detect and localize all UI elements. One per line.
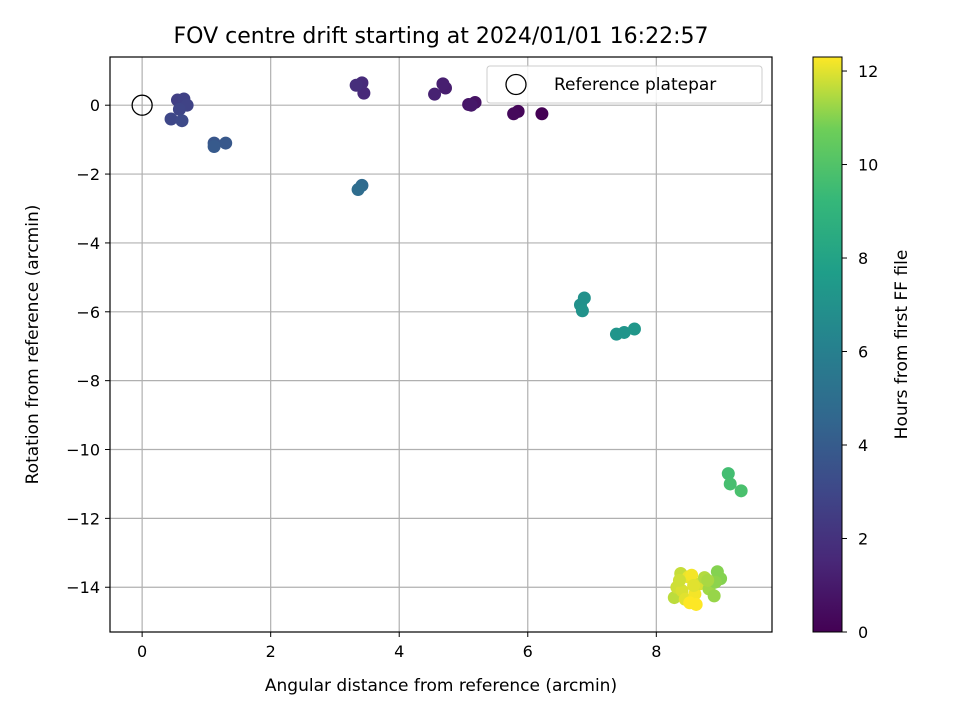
data-point [507,107,521,121]
data-point [351,183,365,197]
data-point [436,77,450,91]
data-point [535,107,549,121]
colorbar-tick-label: 2 [858,530,868,549]
grid [110,57,772,632]
x-tick-label: 2 [266,642,276,661]
y-tick-label: 0 [90,96,100,115]
colorbar-tick-label: 10 [858,156,878,175]
data-point [721,467,735,481]
legend-box [486,65,763,104]
colorbar-frame [812,56,843,633]
y-tick-label: −12 [66,509,100,528]
data-point [464,98,478,112]
y-tick-label: −4 [76,234,100,253]
plot-frame [109,56,773,633]
data-point [575,304,589,318]
data-point [672,573,686,587]
y-tick-label: −10 [66,441,100,460]
y-axis-ticks: 0 −2 −4 −6 −8 −10 −12 −14 [66,96,110,597]
x-tick-label: 6 [523,642,533,661]
data-point [685,568,699,582]
data-point [172,102,186,116]
x-tick-label: 0 [137,642,147,661]
data-point [707,589,721,603]
colorbar: 0 2 4 6 8 10 12 Hours from first FF file [812,56,912,642]
data-point [734,484,748,498]
data-point [701,573,715,587]
reference-marker [131,94,153,116]
data-point [687,579,701,593]
y-axis-label: Rotation from reference (arcmin) [23,205,43,485]
data-point [617,325,631,339]
colorbar-ticks: 0 2 4 6 8 10 12 [842,62,878,642]
data-point [689,597,703,611]
data-point [175,114,189,128]
data-point [627,322,641,336]
data-points [164,76,748,611]
y-tick-label: −14 [66,578,100,597]
data-point [428,87,442,101]
data-point [349,78,363,92]
data-point [219,136,233,150]
y-tick-label: −2 [76,165,100,184]
data-point [164,112,178,126]
data-point [723,477,737,491]
y-tick-label: −8 [76,372,100,391]
data-point [207,140,221,154]
chart-title: FOV centre drift starting at 2024/01/01 … [174,24,709,49]
legend: Reference platepar [486,65,763,104]
x-axis-label: Angular distance from reference (arcmin) [265,676,617,696]
colorbar-tick-label: 4 [858,436,868,455]
legend-label: Reference platepar [554,75,716,95]
colorbar-tick-label: 6 [858,343,868,362]
colorbar-gradient [813,57,842,632]
colorbar-tick-label: 0 [858,623,868,642]
colorbar-label: Hours from first FF file [892,250,912,440]
colorbar-tick-label: 8 [858,249,868,268]
colorbar-tick-label: 12 [858,62,878,81]
x-tick-label: 8 [651,642,661,661]
reference-point [131,94,153,116]
legend-marker [505,73,527,96]
x-tick-label: 4 [394,642,404,661]
y-tick-label: −6 [76,303,100,322]
x-axis-ticks: 0 2 4 6 8 [137,632,661,661]
